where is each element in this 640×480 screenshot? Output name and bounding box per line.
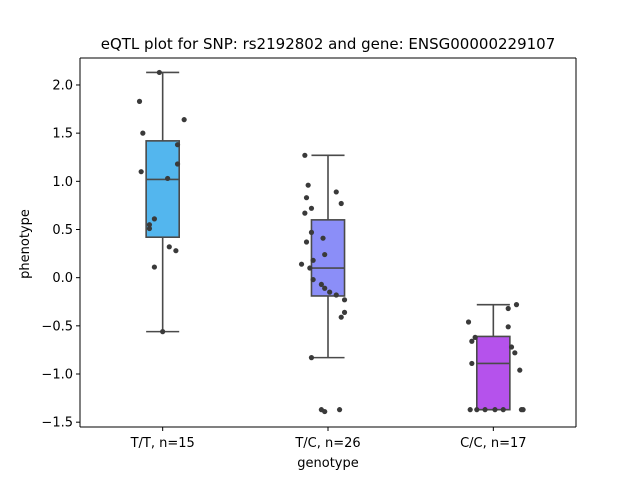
data-point <box>151 264 157 270</box>
data-point <box>520 407 526 413</box>
data-point <box>327 289 333 295</box>
data-point <box>318 281 324 288</box>
x-axis-label: genotype <box>297 456 358 471</box>
data-point <box>174 161 181 167</box>
x-tick-label: T/C, n=26 <box>294 436 360 451</box>
data-point <box>136 98 143 104</box>
data-point <box>333 292 339 298</box>
data-point <box>303 195 310 201</box>
data-point <box>310 276 316 283</box>
data-point <box>146 222 153 228</box>
data-point <box>140 130 146 136</box>
data-point <box>138 169 144 175</box>
data-point <box>467 407 473 413</box>
data-point <box>469 360 475 367</box>
box-iqr <box>310 219 346 297</box>
data-point <box>181 117 187 123</box>
y-tick-label: −0.5 <box>41 319 73 334</box>
x-tick-label: T/T, n=15 <box>130 436 195 451</box>
data-point <box>166 244 172 250</box>
data-point <box>492 407 498 413</box>
data-point <box>508 344 515 350</box>
data-point <box>465 319 472 325</box>
data-point <box>322 251 328 258</box>
data-point <box>146 225 153 232</box>
data-point <box>173 248 179 254</box>
data-point <box>305 182 311 188</box>
data-point <box>302 210 308 216</box>
data-point <box>307 265 313 271</box>
data-point <box>341 297 348 303</box>
y-tick-label: 2.0 <box>52 78 73 93</box>
data-point <box>512 350 518 356</box>
data-point <box>338 200 344 207</box>
data-point <box>469 338 475 344</box>
data-point <box>174 142 181 148</box>
data-point <box>156 69 162 76</box>
data-point <box>322 285 328 291</box>
data-point <box>472 334 478 340</box>
data-point <box>302 152 308 158</box>
data-point <box>505 305 511 312</box>
data-point <box>308 229 315 235</box>
box-iqr <box>475 335 511 411</box>
data-point <box>165 175 171 182</box>
data-point <box>308 355 315 361</box>
data-point <box>338 314 344 320</box>
data-point <box>341 309 348 315</box>
data-point <box>500 407 506 413</box>
data-point <box>333 189 339 195</box>
chart-title: eQTL plot for SNP: rs2192802 and gene: E… <box>101 35 556 53</box>
data-point <box>517 367 523 373</box>
y-tick-label: −1.5 <box>41 416 73 431</box>
data-point <box>482 407 488 413</box>
y-tick-label: 0.0 <box>52 271 73 286</box>
data-point <box>303 239 310 245</box>
y-tick-label: 1.0 <box>52 175 73 190</box>
data-point <box>298 261 305 267</box>
x-tick-label: C/C, n=17 <box>460 436 526 451</box>
data-point <box>505 324 511 330</box>
data-point <box>151 216 157 222</box>
data-point <box>474 407 480 413</box>
data-point <box>308 205 315 211</box>
data-point <box>320 235 326 241</box>
data-point <box>336 407 343 413</box>
y-tick-label: 0.5 <box>52 223 73 238</box>
y-tick-label: −1.0 <box>41 368 73 383</box>
data-point <box>160 329 166 335</box>
plot-area: −1.5 −1.0 −0.5 0.0 0.5 1.0 1.5 2.0 T/T, n=15 T/C,… <box>41 57 577 451</box>
y-axis-label: phenotype <box>18 209 33 279</box>
y-tick-label: 1.5 <box>52 127 73 142</box>
box-iqr <box>145 140 180 239</box>
data-point <box>310 257 316 263</box>
data-point <box>513 302 520 308</box>
data-point <box>322 408 328 415</box>
